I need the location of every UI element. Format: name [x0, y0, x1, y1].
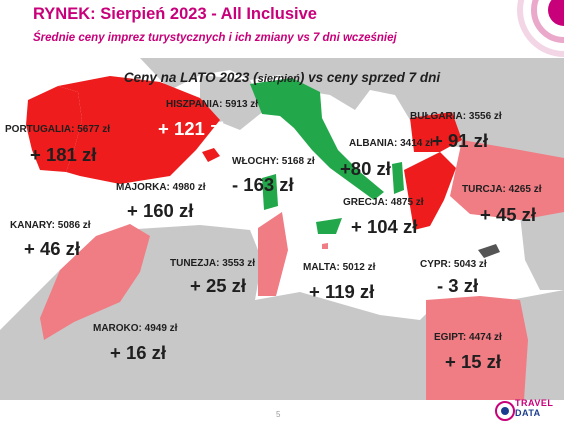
region-malta [322, 243, 328, 249]
travel-data-logo-icon [495, 401, 515, 421]
label-wlochy: WŁOCHY: 5168 zł [232, 156, 315, 167]
change-tunezja: + 25 zł [190, 275, 247, 296]
footer [0, 400, 564, 423]
region-turcja [450, 140, 564, 220]
label-hiszpania: HISZPANIA: 5913 zł [166, 99, 259, 110]
logo-text-data: DATA [515, 408, 541, 418]
change-albania: +80 zł [340, 158, 391, 179]
region-portugalia [26, 86, 82, 172]
change-wlochy: - 163 zł [232, 174, 294, 195]
change-grecja: + 104 zł [351, 216, 418, 237]
region-maroko [40, 224, 150, 340]
region-grecja [404, 152, 456, 230]
region-wlochy [250, 78, 384, 200]
region-bulgaria [410, 112, 462, 152]
change-kanary: + 46 zł [24, 238, 81, 259]
label-kanary: KANARY: 5086 zł [10, 220, 91, 231]
label-egipt: EGIPT: 4474 zł [434, 332, 502, 343]
label-bulgaria: BUŁGARIA: 3556 zł [410, 111, 502, 122]
change-maroko: + 16 zł [110, 342, 167, 363]
change-egipt: + 15 zł [445, 351, 502, 372]
change-hiszpania: + 121 zł [158, 118, 225, 139]
change-portugalia: + 181 zł [30, 144, 97, 165]
label-tunezja: TUNEZJA: 3553 zł [170, 258, 256, 269]
label-maroko: MAROKO: 4949 zł [93, 323, 178, 334]
change-bulgaria: + 91 zł [432, 130, 489, 151]
region-egipt [426, 296, 528, 400]
change-majorka: + 160 zł [127, 200, 194, 221]
page-title: RYNEK: Sierpień 2023 - All Inclusive [33, 5, 317, 23]
page-subtitle: Średnie ceny imprez turystycznych i ich … [33, 32, 397, 44]
label-malta: MALTA: 5012 zł [303, 262, 376, 273]
region-sardynia [262, 174, 278, 210]
change-turcja: + 45 zł [480, 204, 537, 225]
logo-text-travel: TRAVEL [515, 398, 554, 408]
region-hiszpania [58, 76, 220, 184]
mediterranean-map [0, 58, 564, 400]
land-europe-north [140, 58, 564, 175]
page-number: 5 [276, 410, 281, 419]
decorative-circles-icon [517, 0, 564, 57]
land-middle-east [520, 200, 564, 290]
change-cypr: - 3 zł [437, 275, 479, 296]
label-portugalia: PORTUGALIA: 5677 zł [5, 124, 111, 135]
region-tunezja [258, 212, 288, 296]
map-title: Ceny na LATO 2023 (sierpień) vs ceny spr… [123, 70, 441, 85]
label-majorka: MAJORKA: 4980 zł [116, 182, 206, 193]
label-turcja: TURCJA: 4265 zł [462, 184, 542, 195]
change-malta: + 119 zł [309, 281, 375, 302]
region-sycylia [316, 218, 342, 234]
region-majorka [202, 148, 220, 162]
region-cypr [478, 244, 500, 258]
label-grecja: GRECJA: 4875 zł [343, 197, 424, 208]
label-cypr: CYPR: 5043 zł [420, 259, 487, 270]
land-north-africa [0, 225, 564, 400]
label-albania: ALBANIA: 3414 zł [349, 138, 433, 149]
header: RYNEK: Sierpień 2023 - All Inclusive Śre… [0, 0, 564, 57]
region-albania [392, 162, 404, 194]
